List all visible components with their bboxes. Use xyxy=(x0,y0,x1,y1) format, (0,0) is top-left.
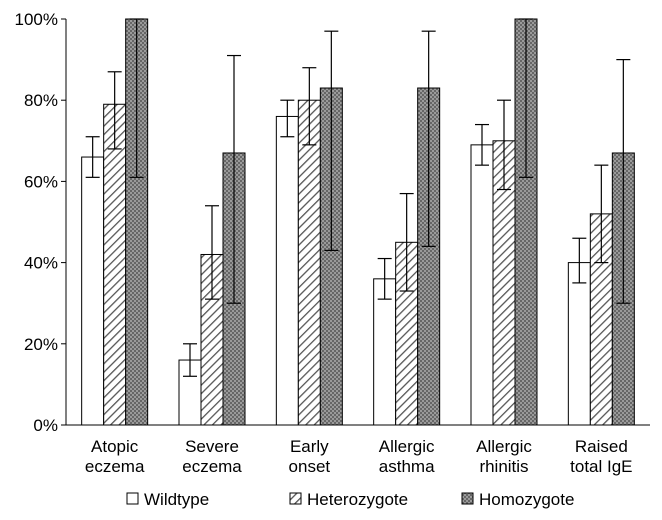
bar xyxy=(567,262,591,426)
x-category-label: rhinitis xyxy=(479,457,528,476)
bar xyxy=(103,103,127,426)
bars xyxy=(81,18,635,426)
x-category-label: Atopic xyxy=(91,437,139,456)
y-tick-label: 60% xyxy=(24,172,58,191)
x-category-label: Raised xyxy=(575,437,628,456)
x-category-label: eczema xyxy=(182,457,242,476)
legend-swatch xyxy=(126,492,139,505)
y-tick-label: 40% xyxy=(24,254,58,273)
y-tick-label: 0% xyxy=(33,416,58,435)
legend-swatch xyxy=(289,492,302,505)
bar xyxy=(81,156,105,426)
y-tick-label: 20% xyxy=(24,335,58,354)
bar xyxy=(297,99,321,426)
legend: Wildtype Heterozygote Homozygote xyxy=(126,490,574,509)
legend-label: Homozygote xyxy=(479,490,574,509)
x-category-label: Allergic xyxy=(476,437,532,456)
legend-label: Wildtype xyxy=(144,490,209,509)
x-category-label: Severe xyxy=(185,437,239,456)
y-tick-label: 80% xyxy=(24,91,58,110)
bar xyxy=(275,115,299,426)
x-category-label: Allergic xyxy=(379,437,435,456)
legend-label: Heterozygote xyxy=(307,490,408,509)
x-category-label: onset xyxy=(289,457,331,476)
x-category-label: eczema xyxy=(85,457,145,476)
x-category-label: total IgE xyxy=(570,457,632,476)
legend-swatch xyxy=(461,492,474,505)
y-tick-label: 100% xyxy=(15,10,58,29)
x-axis-category-labels: AtopiceczemaSevereeczemaEarlyonsetAllerg… xyxy=(85,437,633,476)
bar xyxy=(470,144,494,426)
x-category-label: asthma xyxy=(379,457,435,476)
error-bars xyxy=(85,18,631,377)
x-category-label: Early xyxy=(290,437,329,456)
bar xyxy=(373,278,397,426)
y-axis: 0% 20% 40% 60% 80% 100% xyxy=(15,10,650,435)
